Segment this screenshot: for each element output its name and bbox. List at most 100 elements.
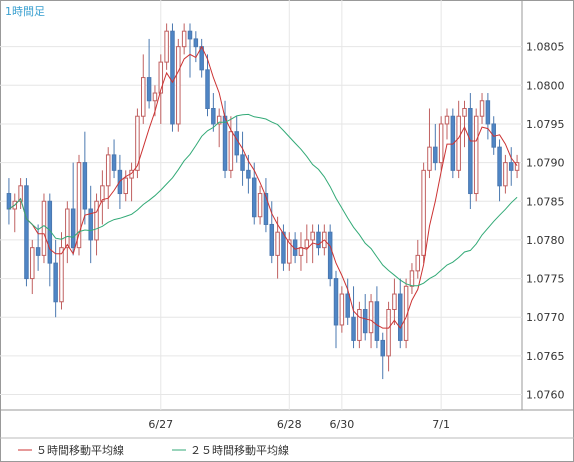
candle <box>123 170 128 202</box>
ma25-line <box>8 113 518 287</box>
candle-body-down <box>193 38 199 48</box>
candle-body-down <box>111 154 117 171</box>
candle-body-up <box>123 177 128 195</box>
candle <box>228 116 234 179</box>
candle <box>88 185 93 264</box>
candle <box>94 193 99 256</box>
candle-body-down <box>333 278 339 326</box>
moving-average-lines <box>8 45 518 330</box>
candle <box>187 23 193 78</box>
candle <box>392 278 397 325</box>
candle-body-up <box>152 92 158 102</box>
candle-body-up <box>304 239 310 249</box>
candle-body-down <box>345 293 350 318</box>
candle <box>146 38 152 109</box>
candle-body-up <box>41 200 47 256</box>
candle <box>415 239 421 279</box>
candle-body-up <box>438 123 444 164</box>
candle-body-up <box>444 115 450 125</box>
legend: ５時間移動平均線 ２５時間移動平均線 <box>18 443 289 457</box>
y-tick-label: 1.0765 <box>526 350 565 363</box>
candles-layer <box>6 23 520 380</box>
y-tick-label: 1.0785 <box>526 195 565 208</box>
candle-body-down <box>468 108 473 195</box>
candle-body-down <box>82 162 88 210</box>
candle-body-down <box>485 100 491 125</box>
candle-body-down <box>251 177 257 218</box>
candle-body-up <box>456 115 461 171</box>
x-axis-ticks: 6/27 6/28 6/30 7/1 <box>148 418 450 431</box>
candle-body-up <box>415 254 421 272</box>
legend-label: ２５時間移動平均線 <box>190 443 289 457</box>
candle <box>485 93 491 140</box>
candle <box>216 108 222 148</box>
candle-body-down <box>205 69 210 109</box>
candle <box>368 294 374 349</box>
y-tick-label: 1.0770 <box>526 311 565 324</box>
candle <box>111 139 117 179</box>
candle <box>65 201 70 264</box>
candle <box>304 224 310 264</box>
candle-body-down <box>88 208 93 241</box>
candle-body-down <box>53 262 58 303</box>
candle-body-up <box>141 77 146 117</box>
candle-body-down <box>246 169 251 179</box>
candle <box>281 224 286 271</box>
candle-body-down <box>351 316 356 341</box>
x-tick-label: 7/1 <box>432 418 450 431</box>
candle-body-up <box>100 185 105 202</box>
candle <box>327 224 333 287</box>
candle <box>473 108 479 202</box>
candle <box>468 93 473 209</box>
candle-body-down <box>263 193 269 225</box>
candle <box>170 23 175 132</box>
grid-lines <box>0 0 574 439</box>
y-tick-label: 1.0780 <box>526 234 565 247</box>
candle <box>205 54 210 117</box>
candle-body-up <box>421 169 426 256</box>
candle <box>433 123 438 171</box>
candle-body-up <box>105 154 111 187</box>
candle-body-up <box>228 131 234 171</box>
candle-body-up <box>176 46 181 125</box>
candle <box>316 224 321 256</box>
candle-body-down <box>362 309 368 334</box>
candle-body-down <box>327 231 333 280</box>
candle <box>479 93 485 124</box>
candle-body-down <box>450 115 456 171</box>
candle <box>514 154 520 179</box>
candle <box>357 301 362 349</box>
candle <box>462 100 467 148</box>
candle-body-down <box>24 185 29 280</box>
candle <box>374 286 380 349</box>
candle-body-up <box>59 247 64 303</box>
candle <box>456 100 461 179</box>
candle-body-up <box>298 247 304 256</box>
candle-body-up <box>473 115 479 195</box>
candle-body-up <box>18 185 23 202</box>
candle <box>181 23 187 55</box>
candle-body-down <box>398 293 403 341</box>
candle-body-down <box>70 208 76 249</box>
candle <box>287 232 292 271</box>
candle <box>269 201 275 264</box>
candle <box>450 108 456 179</box>
candle <box>59 232 64 310</box>
candle <box>100 170 105 225</box>
y-tick-label: 1.0790 <box>526 157 565 170</box>
candle-body-up <box>257 193 263 218</box>
candle-body-down <box>187 30 193 40</box>
candle <box>53 239 58 318</box>
candle-body-down <box>316 231 321 249</box>
candle <box>30 239 35 295</box>
ma5-line <box>8 45 518 330</box>
candle-body-up <box>65 208 70 249</box>
candle <box>409 263 415 295</box>
candle <box>263 178 269 233</box>
candle-body-down <box>222 115 228 171</box>
candle-body-up <box>514 162 520 171</box>
candle-body-up <box>503 162 508 187</box>
candle <box>141 54 146 124</box>
candle <box>164 23 169 70</box>
candle-body-down <box>374 301 380 341</box>
